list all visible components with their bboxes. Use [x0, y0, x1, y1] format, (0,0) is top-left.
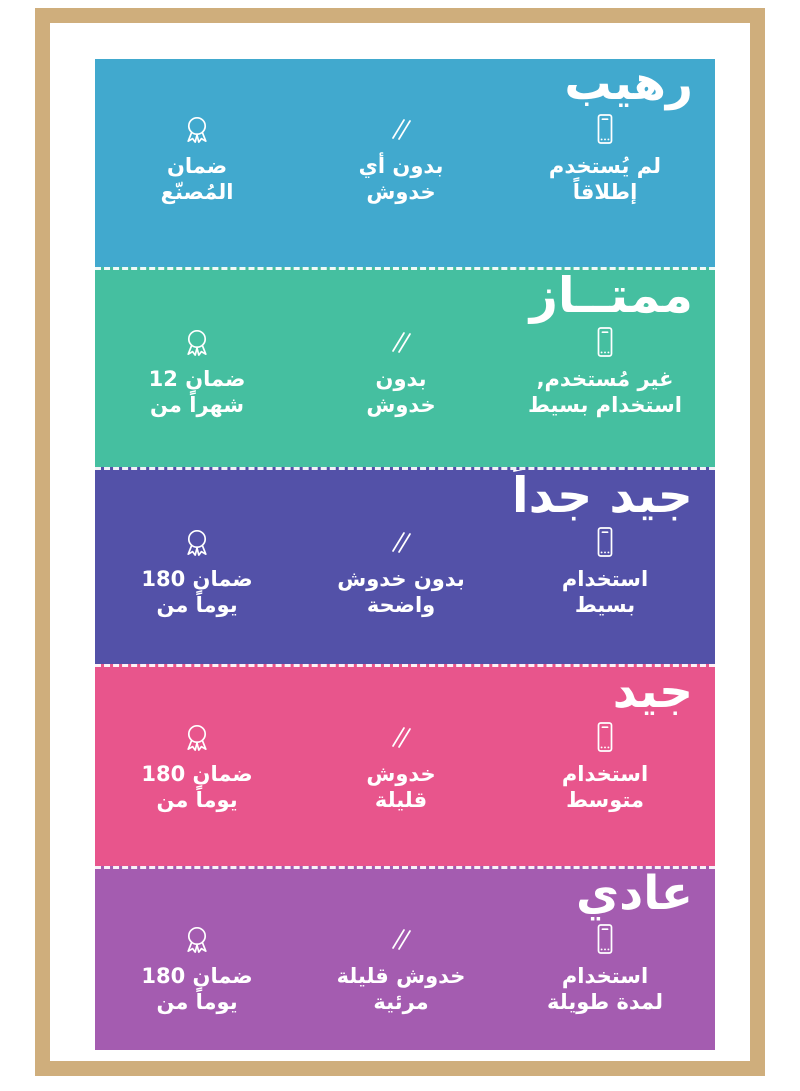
smartphone-icon	[503, 716, 707, 758]
grade-attribute-label: بدون خدوش	[366, 367, 436, 417]
grade-attribute-label: ضمان 180 يوماً من	[141, 964, 253, 1014]
scratch-marks-icon	[299, 918, 503, 960]
grade-attribute: خدوش قليلة	[299, 716, 503, 813]
grade-attribute: غير مُستخدم, استخدام بسيط	[503, 321, 707, 418]
grade-attribute: ضمان المُصنّع	[95, 108, 299, 205]
grade-attribute-columns: استخدام لمدة طويلة خدوش قليلة مرئية ضمان 1…	[95, 916, 715, 1015]
grade-bands-list: رهيب لم يُستخدم إطلاقاً بدون أي خدوش ضمان ا…	[95, 59, 715, 1050]
grade-attribute-columns: استخدام متوسط خدوش قليلة ضمان 180 يوماً من	[95, 714, 715, 813]
grade-attribute-label: ضمان المُصنّع	[160, 154, 234, 204]
grade-attribute-label: ضمان 180 يوماً من	[141, 762, 253, 812]
grade-title: ممتــاز	[529, 267, 693, 324]
grade-band[interactable]: جيد جداً استخدام بسيط بدون خدوش واضحة ضمان …	[95, 467, 715, 664]
grade-attribute-label: خدوش قليلة	[366, 762, 436, 812]
grade-attribute: خدوش قليلة مرئية	[299, 918, 503, 1015]
grade-title: جيد جداً	[511, 467, 694, 524]
grade-attribute-label: ضمان 12 شهراً من	[148, 367, 246, 417]
grade-attribute-label: لم يُستخدم إطلاقاً	[548, 154, 662, 204]
grade-attribute: بدون أي خدوش	[299, 108, 503, 205]
poster-inner: رهيب لم يُستخدم إطلاقاً بدون أي خدوش ضمان ا…	[50, 23, 750, 1061]
grade-band[interactable]: رهيب لم يُستخدم إطلاقاً بدون أي خدوش ضمان ا…	[95, 59, 715, 267]
scratch-marks-icon	[299, 108, 503, 150]
warranty-badge-icon	[95, 918, 299, 960]
grade-title: عادي	[576, 866, 694, 921]
grade-attribute: بدون خدوش	[299, 321, 503, 418]
warranty-badge-icon	[95, 108, 299, 150]
grade-attribute-label: خدوش قليلة مرئية	[336, 964, 466, 1014]
smartphone-icon	[503, 321, 707, 363]
grade-attribute-label: استخدام متوسط	[561, 762, 649, 812]
grade-band[interactable]: ممتــاز غير مُستخدم, استخدام بسيط بدون خدو…	[95, 267, 715, 467]
grade-attribute: استخدام بسيط	[503, 521, 707, 618]
grade-attribute-label: بدون خدوش واضحة	[337, 567, 465, 617]
grade-title: رهيب	[564, 59, 694, 111]
poster-frame: رهيب لم يُستخدم إطلاقاً بدون أي خدوش ضمان ا…	[35, 8, 765, 1076]
grade-attribute-label: استخدام لمدة طويلة	[547, 964, 663, 1014]
grade-attribute-columns: غير مُستخدم, استخدام بسيط بدون خدوش ضمان 1…	[95, 319, 715, 418]
grade-attribute: استخدام لمدة طويلة	[503, 918, 707, 1015]
scratch-marks-icon	[299, 716, 503, 758]
scratch-marks-icon	[299, 521, 503, 563]
grade-attribute: ضمان 180 يوماً من	[95, 716, 299, 813]
grade-attribute-label: بدون أي خدوش	[358, 154, 444, 204]
grade-band[interactable]: جيد استخدام متوسط خدوش قليلة ضمان 180 يوماً…	[95, 664, 715, 866]
warranty-badge-icon	[95, 716, 299, 758]
grade-attribute: استخدام متوسط	[503, 716, 707, 813]
smartphone-icon	[503, 521, 707, 563]
grade-attribute-label: ضمان 180 يوماً من	[141, 567, 253, 617]
grade-attribute: بدون خدوش واضحة	[299, 521, 503, 618]
grade-band[interactable]: عادي استخدام لمدة طويلة خدوش قليلة مرئية ضم…	[95, 866, 715, 1050]
grade-attribute: ضمان 12 شهراً من	[95, 321, 299, 418]
grade-attribute-columns: استخدام بسيط بدون خدوش واضحة ضمان 180 يوما…	[95, 519, 715, 618]
smartphone-icon	[503, 918, 707, 960]
grade-attribute: لم يُستخدم إطلاقاً	[503, 108, 707, 205]
grade-attribute: ضمان 180 يوماً من	[95, 521, 299, 618]
smartphone-icon	[503, 108, 707, 150]
grade-attribute-label: غير مُستخدم, استخدام بسيط	[528, 367, 682, 417]
grade-attribute-label: استخدام بسيط	[561, 567, 649, 617]
warranty-badge-icon	[95, 521, 299, 563]
grade-title: جيد	[612, 664, 694, 719]
warranty-badge-icon	[95, 321, 299, 363]
grade-attribute: ضمان 180 يوماً من	[95, 918, 299, 1015]
grade-attribute-columns: لم يُستخدم إطلاقاً بدون أي خدوش ضمان المُص…	[95, 106, 715, 205]
scratch-marks-icon	[299, 321, 503, 363]
